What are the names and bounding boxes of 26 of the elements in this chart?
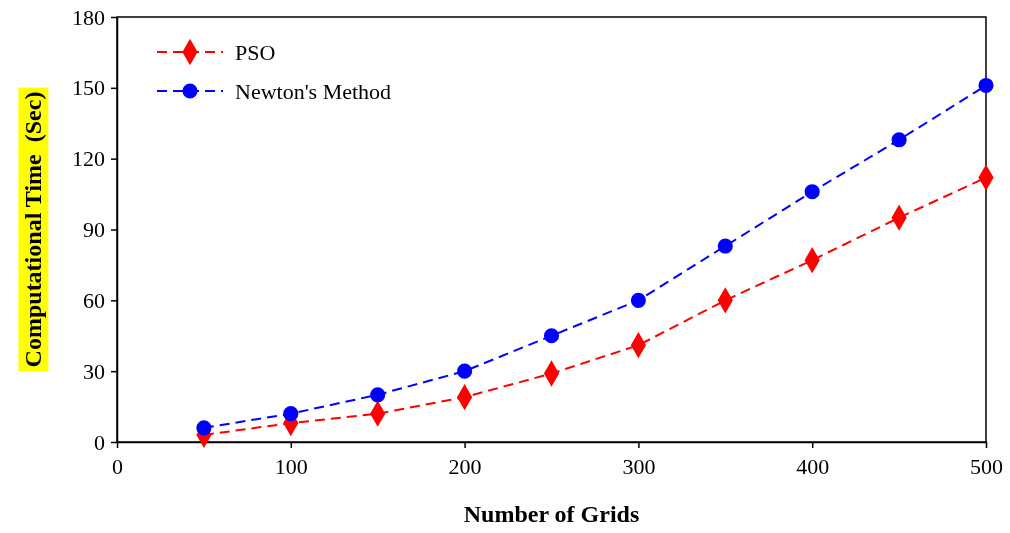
x-tick-label: 0 xyxy=(112,453,123,479)
y-tick-label: 90 xyxy=(83,217,105,243)
point xyxy=(630,292,646,308)
point xyxy=(196,420,212,436)
x-tick-label: 400 xyxy=(796,453,830,479)
y-tick-label: 120 xyxy=(72,146,105,172)
point xyxy=(804,184,820,200)
x-tick-label: 300 xyxy=(622,453,656,479)
point xyxy=(717,238,733,254)
legend-label: PSO xyxy=(235,39,276,65)
y-tick-label: 60 xyxy=(83,287,105,313)
x-tick-label: 500 xyxy=(970,453,1003,479)
y-tick-label: 150 xyxy=(72,75,105,101)
y-tick-label: 0 xyxy=(94,429,105,455)
point xyxy=(543,328,560,344)
y-tick-label: 180 xyxy=(72,4,105,30)
x-axis-title: Number of Grids xyxy=(463,501,640,527)
point xyxy=(891,132,907,148)
point xyxy=(457,363,473,379)
legend-label: Newton's Method xyxy=(235,78,392,104)
point xyxy=(978,77,994,94)
x-tick-label: 100 xyxy=(274,453,308,479)
y-tick-label: 30 xyxy=(83,358,105,384)
point xyxy=(283,406,299,422)
x-tick-label: 200 xyxy=(448,453,482,479)
point xyxy=(370,387,386,403)
